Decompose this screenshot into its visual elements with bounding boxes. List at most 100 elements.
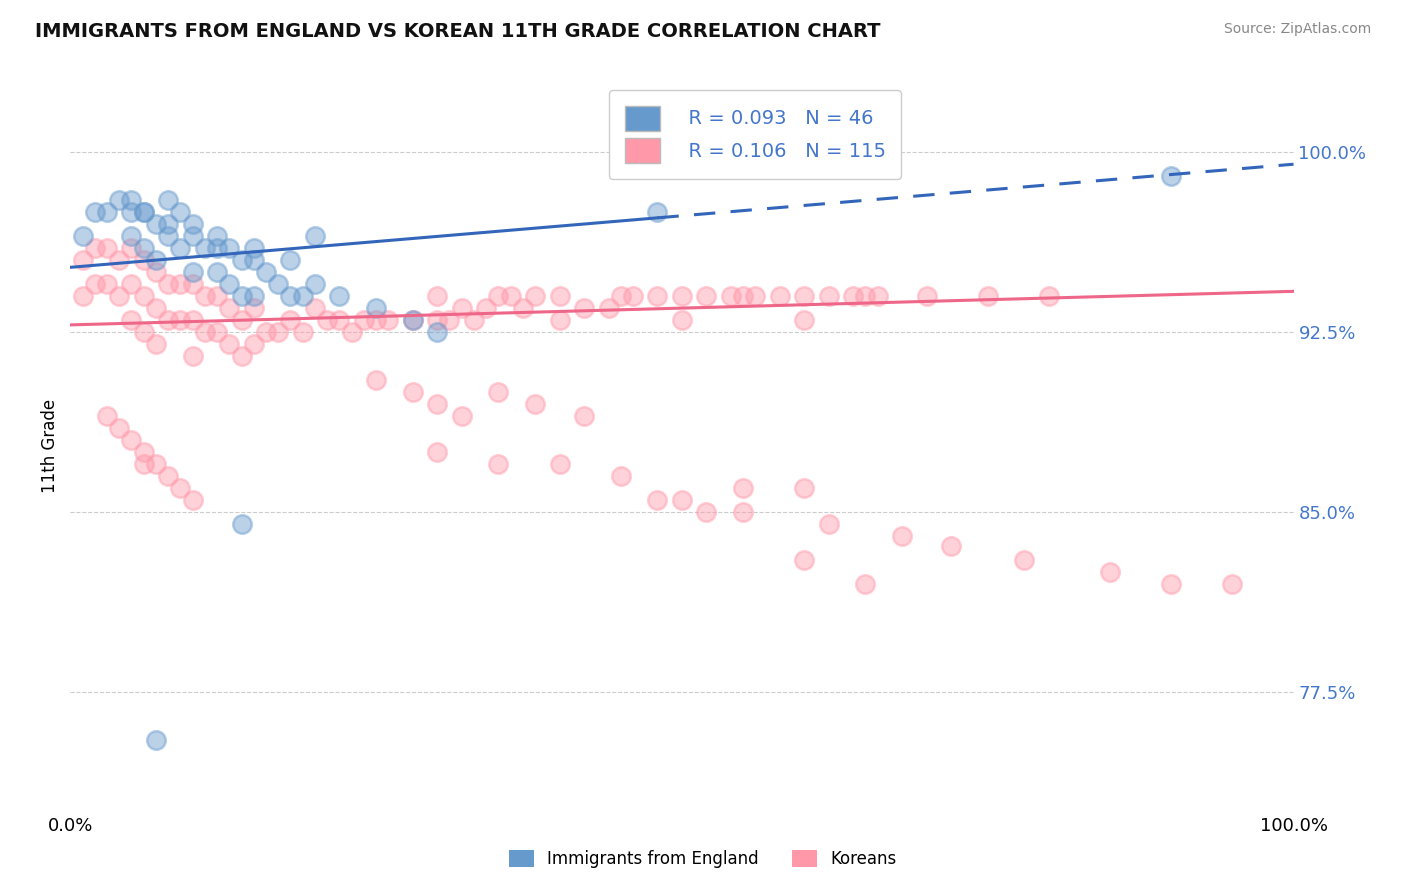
Point (488, 457, 510, 471)
Point (121, 277, 143, 292)
Point (280, 253, 302, 268)
Point (194, 289, 217, 303)
Point (304, 277, 326, 292)
Point (621, 289, 644, 303)
Point (132, 325, 155, 339)
Point (1220, 577, 1243, 591)
Point (647, 205, 669, 219)
Point (328, 313, 350, 327)
Point (157, 217, 180, 231)
Point (205, 265, 228, 279)
Point (1160, 577, 1182, 591)
Point (976, 289, 998, 303)
Point (488, 289, 510, 303)
Point (132, 457, 155, 471)
Text: IMMIGRANTS FROM ENGLAND VS KOREAN 11TH GRADE CORRELATION CHART: IMMIGRANTS FROM ENGLAND VS KOREAN 11TH G… (35, 22, 880, 41)
Point (145, 265, 167, 279)
Point (291, 325, 314, 339)
Point (512, 301, 534, 315)
Point (205, 229, 228, 244)
Text: Source: ZipAtlas.com: Source: ZipAtlas.com (1223, 22, 1371, 37)
Point (733, 289, 755, 303)
Point (145, 301, 167, 315)
Point (243, 337, 266, 351)
Point (231, 289, 253, 303)
Point (169, 481, 191, 495)
Point (304, 301, 326, 315)
Point (205, 241, 228, 255)
Point (121, 241, 143, 255)
Point (157, 469, 180, 483)
Point (366, 313, 388, 327)
Point (181, 229, 204, 244)
Point (377, 313, 399, 327)
Point (72, 253, 94, 268)
Point (145, 217, 167, 231)
Point (793, 313, 815, 327)
Point (181, 217, 204, 231)
Point (96, 205, 118, 219)
Point (450, 301, 472, 315)
Point (169, 205, 191, 219)
Point (218, 337, 240, 351)
Point (793, 553, 815, 567)
Point (72, 289, 94, 303)
Point (108, 421, 131, 435)
Point (733, 481, 755, 495)
Point (1038, 289, 1060, 303)
Point (366, 301, 388, 315)
Legend: Immigrants from England, Koreans: Immigrants from England, Koreans (502, 843, 904, 875)
Point (475, 301, 498, 315)
Point (157, 229, 180, 244)
Point (366, 373, 388, 387)
Point (793, 289, 815, 303)
Point (524, 289, 547, 303)
Point (231, 253, 253, 268)
Point (121, 205, 143, 219)
Point (169, 313, 191, 327)
Point (499, 289, 522, 303)
Point (598, 301, 620, 315)
Point (218, 301, 240, 315)
Point (132, 241, 155, 255)
Point (572, 301, 595, 315)
Point (83, 205, 105, 219)
Point (96, 277, 118, 292)
Point (157, 193, 180, 207)
Point (267, 277, 290, 292)
Point (524, 397, 547, 411)
Point (169, 241, 191, 255)
Point (145, 253, 167, 268)
Point (647, 289, 669, 303)
Point (426, 445, 449, 459)
Point (647, 492, 669, 507)
Legend:   R = 0.093   N = 46,   R = 0.106   N = 115: R = 0.093 N = 46, R = 0.106 N = 115 (609, 90, 901, 179)
Point (121, 193, 143, 207)
Point (145, 457, 167, 471)
Point (866, 289, 889, 303)
Point (671, 313, 693, 327)
Point (695, 505, 717, 519)
Point (243, 301, 266, 315)
Point (132, 205, 155, 219)
Point (720, 289, 742, 303)
Point (205, 289, 228, 303)
Point (169, 277, 191, 292)
Point (426, 289, 449, 303)
Point (205, 325, 228, 339)
Point (145, 337, 167, 351)
Point (181, 349, 204, 363)
Point (610, 469, 633, 483)
Point (439, 313, 461, 327)
Point (304, 229, 326, 244)
Point (463, 313, 485, 327)
Point (194, 241, 217, 255)
Point (891, 529, 914, 543)
Point (426, 325, 449, 339)
Point (83, 277, 105, 292)
Point (72, 229, 94, 244)
Point (340, 325, 363, 339)
Point (280, 313, 302, 327)
Y-axis label: 11th Grade: 11th Grade (41, 399, 59, 493)
Point (254, 265, 277, 279)
